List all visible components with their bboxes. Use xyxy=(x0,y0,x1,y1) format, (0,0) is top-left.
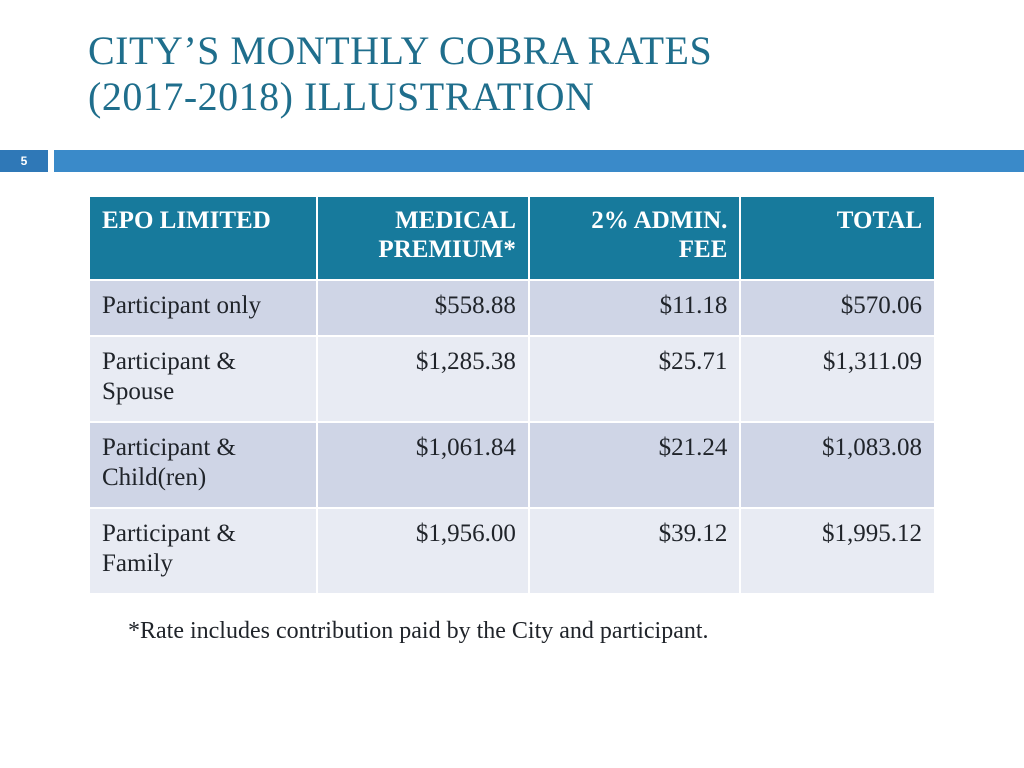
accent-bar-fill xyxy=(54,150,1024,172)
table-row: Participant & Family $1,956.00 $39.12 $1… xyxy=(89,508,935,594)
cell-premium: $1,061.84 xyxy=(317,422,529,508)
slide-title: CITY’S MONTHLY COBRA RATES (2017-2018) I… xyxy=(0,0,1024,120)
cell-admin: $25.71 xyxy=(529,336,741,422)
page-number-box: 5 xyxy=(0,150,48,172)
table-row: Participant & Spouse $1,285.38 $25.71 $1… xyxy=(89,336,935,422)
table-header: EPO LIMITED MEDICAL PREMIUM* 2% ADMIN. F… xyxy=(89,196,935,280)
cell-premium: $1,956.00 xyxy=(317,508,529,594)
rates-table-container: EPO LIMITED MEDICAL PREMIUM* 2% ADMIN. F… xyxy=(88,195,936,595)
table-row: Participant only $558.88 $11.18 $570.06 xyxy=(89,280,935,336)
cell-plan: Participant only xyxy=(89,280,317,336)
cell-total: $1,311.09 xyxy=(740,336,935,422)
title-line-2: (2017-2018) ILLUSTRATION xyxy=(88,74,594,119)
cell-admin: $11.18 xyxy=(529,280,741,336)
cell-admin: $21.24 xyxy=(529,422,741,508)
cell-premium: $558.88 xyxy=(317,280,529,336)
col-header-plan: EPO LIMITED xyxy=(89,196,317,280)
title-line-1: CITY’S MONTHLY COBRA RATES xyxy=(88,28,712,73)
table-body: Participant only $558.88 $11.18 $570.06 … xyxy=(89,280,935,594)
cell-plan: Participant & Spouse xyxy=(89,336,317,422)
rates-table: EPO LIMITED MEDICAL PREMIUM* 2% ADMIN. F… xyxy=(88,195,936,595)
cell-plan: Participant & Child(ren) xyxy=(89,422,317,508)
col-header-premium: MEDICAL PREMIUM* xyxy=(317,196,529,280)
page-number: 5 xyxy=(21,154,28,168)
cell-total: $1,995.12 xyxy=(740,508,935,594)
footnote: *Rate includes contribution paid by the … xyxy=(128,618,709,645)
cell-admin: $39.12 xyxy=(529,508,741,594)
accent-bar: 5 xyxy=(0,150,1024,172)
cell-premium: $1,285.38 xyxy=(317,336,529,422)
cell-total: $570.06 xyxy=(740,280,935,336)
col-header-admin: 2% ADMIN. FEE xyxy=(529,196,741,280)
table-row: Participant & Child(ren) $1,061.84 $21.2… xyxy=(89,422,935,508)
slide: CITY’S MONTHLY COBRA RATES (2017-2018) I… xyxy=(0,0,1024,768)
col-header-total: TOTAL xyxy=(740,196,935,280)
cell-plan: Participant & Family xyxy=(89,508,317,594)
cell-total: $1,083.08 xyxy=(740,422,935,508)
